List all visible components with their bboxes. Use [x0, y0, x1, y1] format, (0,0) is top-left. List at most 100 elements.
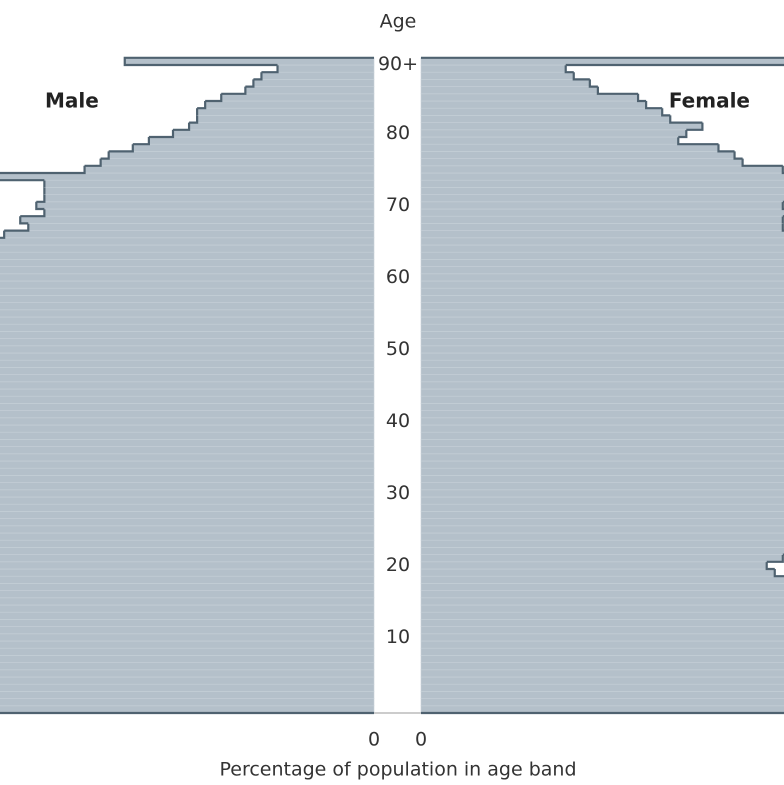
- bar-edge: [781, 223, 784, 232]
- bar-edge: [148, 129, 175, 139]
- bar: [0, 381, 375, 390]
- bar: [0, 611, 375, 620]
- bar: [0, 460, 375, 469]
- bar: [420, 179, 784, 188]
- bar-edge: [572, 72, 590, 81]
- bar-edge: [4, 223, 30, 232]
- bar: [420, 115, 671, 123]
- bar: [0, 532, 375, 541]
- bar-edge: [686, 122, 704, 131]
- bar: [0, 676, 375, 685]
- bar: [0, 626, 375, 635]
- bar: [0, 597, 375, 606]
- bar: [420, 575, 784, 584]
- bar: [420, 223, 784, 231]
- bar: [420, 511, 784, 519]
- bar: [0, 604, 375, 613]
- bar: [420, 273, 784, 282]
- bar-edge: [245, 79, 255, 88]
- bar-edge: [84, 158, 102, 167]
- y-tick-label: 30: [386, 482, 410, 504]
- bar: [44, 194, 375, 203]
- bar: [420, 547, 784, 555]
- bar: [420, 561, 768, 570]
- bar: [420, 201, 784, 210]
- bar: [420, 244, 784, 253]
- bar: [204, 100, 375, 109]
- bar: [19, 215, 375, 224]
- bar: [420, 482, 784, 491]
- bar: [0, 547, 375, 555]
- bar: [0, 647, 375, 656]
- bar: [420, 691, 784, 699]
- bar: [420, 359, 784, 368]
- bar: [148, 136, 375, 145]
- bar-edge: [717, 144, 735, 153]
- bar: [172, 129, 375, 138]
- bar: [0, 619, 375, 627]
- bar: [0, 323, 375, 332]
- bar: [420, 525, 784, 534]
- bar: [0, 539, 375, 548]
- bar-edge: [678, 129, 688, 139]
- bar: [196, 115, 375, 123]
- bar: [0, 410, 375, 419]
- y-tick-label: 40: [386, 410, 410, 432]
- y-tick-label: 90+: [378, 53, 418, 75]
- bar: [420, 86, 599, 95]
- bar-edge: [677, 137, 719, 146]
- y-axis-title: Age: [380, 11, 417, 33]
- x-tick-label: 0: [368, 729, 380, 751]
- bar: [420, 266, 784, 275]
- bar: [420, 655, 784, 663]
- bar: [188, 122, 375, 131]
- y-tick-label: 10: [386, 626, 410, 648]
- bar: [420, 611, 784, 620]
- bar: [420, 518, 784, 527]
- bar: [420, 323, 784, 332]
- bar: [420, 410, 784, 419]
- bar: [420, 143, 719, 152]
- bar: [0, 446, 375, 455]
- bar: [420, 633, 784, 642]
- bar: [0, 482, 375, 491]
- bar: [420, 381, 784, 390]
- bar: [0, 575, 375, 584]
- bar: [420, 424, 784, 433]
- bar: [0, 331, 375, 339]
- bar-edge: [19, 216, 29, 225]
- bar-edge: [588, 79, 598, 88]
- bar-edge: [781, 201, 784, 211]
- bar: [0, 309, 375, 318]
- bar: [420, 237, 784, 246]
- bar: [36, 201, 375, 210]
- bar: [3, 230, 375, 239]
- bar: [0, 655, 375, 663]
- bar: [0, 395, 375, 404]
- bar: [0, 475, 375, 483]
- bar: [0, 374, 375, 383]
- bar-edge: [645, 101, 663, 110]
- bar-edge: [100, 151, 110, 160]
- bar: [420, 165, 784, 174]
- bar: [420, 79, 591, 87]
- bar: [420, 158, 743, 167]
- bar-edge: [123, 56, 374, 67]
- bar: [0, 439, 375, 447]
- bar: [420, 64, 567, 73]
- bar: [0, 345, 375, 354]
- y-tick-label: 70: [386, 194, 410, 216]
- bar-edge: [0, 179, 45, 182]
- bar: [0, 511, 375, 519]
- bar: [27, 223, 375, 231]
- bar: [0, 453, 375, 462]
- bar: [0, 489, 375, 498]
- bar: [0, 352, 375, 361]
- bar-edge: [596, 86, 639, 95]
- bar: [420, 215, 784, 224]
- bar-edge: [636, 93, 647, 103]
- bar-edge: [741, 158, 783, 167]
- bar: [0, 431, 375, 440]
- bar: [0, 266, 375, 275]
